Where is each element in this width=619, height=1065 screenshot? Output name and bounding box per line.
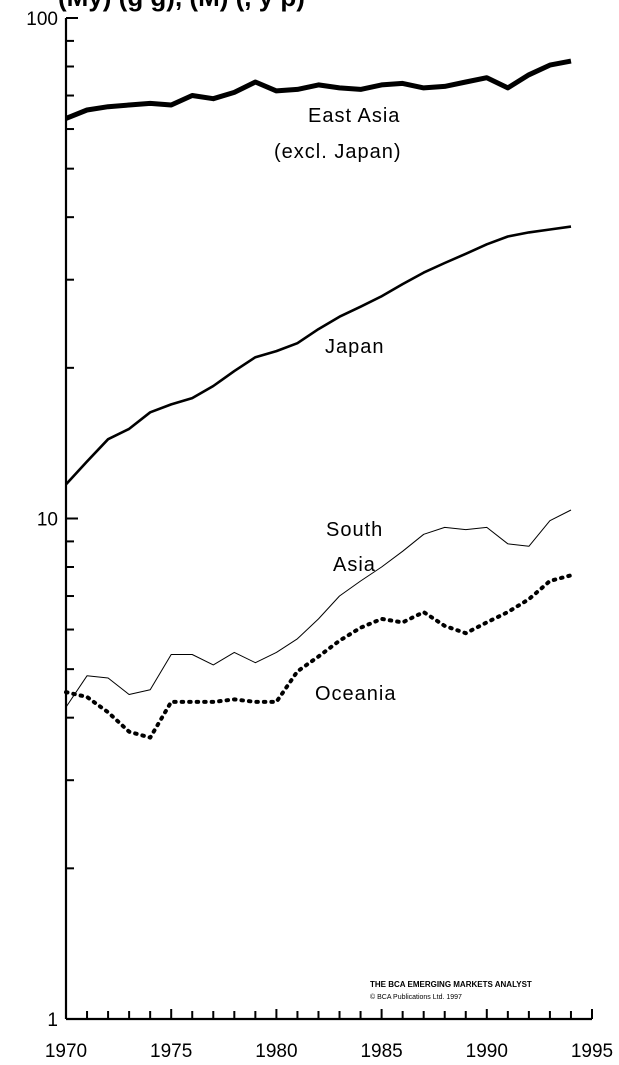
series-label-east-asia-sub: (excl. Japan): [274, 141, 402, 163]
credit-copyright: © BCA Publications Ltd. 1997: [370, 993, 462, 1001]
series-label-south-asia-2: Asia: [333, 554, 376, 576]
series-line-japan: [65, 225, 572, 486]
series-label-oceania: Oceania: [315, 683, 397, 705]
x-tick-label: 1990: [466, 1041, 508, 1062]
series-label-japan: Japan: [325, 336, 385, 358]
x-tick-label: 1975: [150, 1041, 192, 1062]
x-tick-label: 1985: [360, 1041, 402, 1062]
credit-publication: THE BCA EMERGING MARKETS ANALYST: [370, 980, 532, 989]
y-axis-ticks: 1 10 100: [26, 9, 78, 1031]
x-tick-label: 1995: [571, 1041, 613, 1062]
series-line-south-asia: [65, 509, 572, 708]
y-tick-label: 100: [26, 9, 58, 30]
series-label-east-asia: East Asia: [308, 105, 400, 127]
series-label-south-asia-1: South: [326, 519, 383, 541]
x-tick-label: 1980: [255, 1041, 297, 1062]
series-group: [64, 58, 573, 740]
y-tick-label: 1: [47, 1010, 58, 1031]
x-axis-ticks: 1970 1975 1980 1985 1990 1995: [45, 1009, 613, 1062]
series-line-east-asia: [65, 58, 572, 121]
chart-title-cropped: (My) (g g), (M) (, y p): [58, 0, 305, 12]
series-line-oceania: [64, 573, 573, 740]
x-tick-label: 1970: [45, 1041, 87, 1062]
y-tick-label: 10: [37, 510, 58, 531]
